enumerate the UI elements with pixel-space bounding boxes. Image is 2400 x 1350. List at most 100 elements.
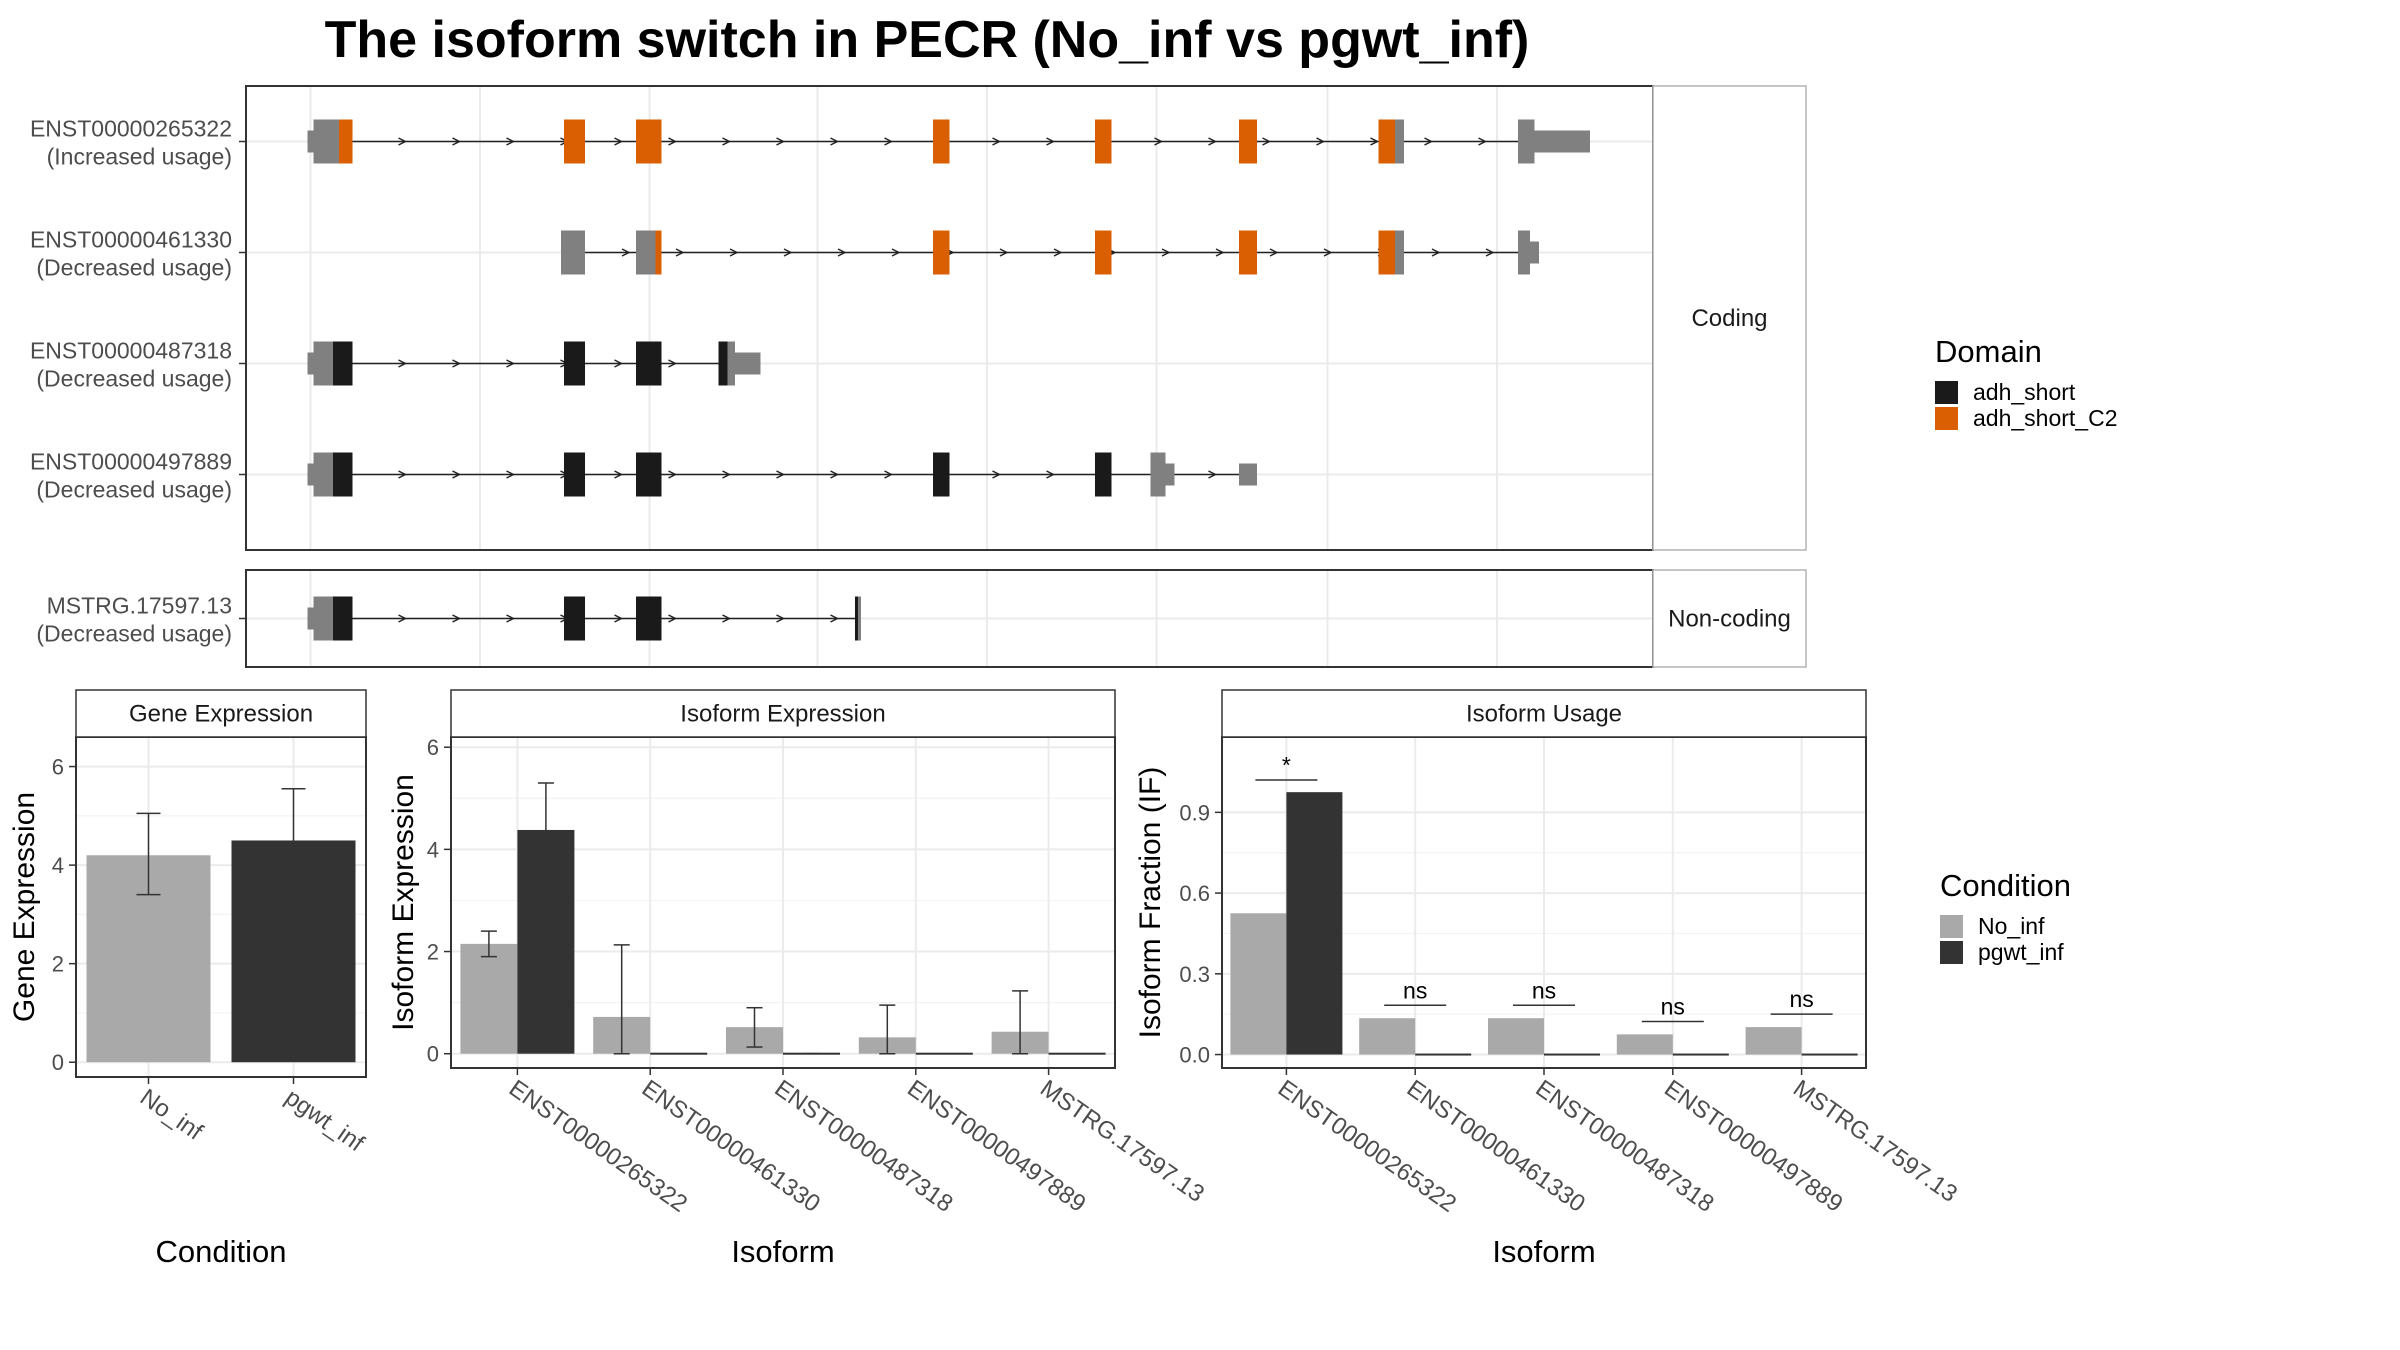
exon-utr xyxy=(858,596,861,641)
transcript-status-label: (Decreased usage) xyxy=(36,477,232,503)
y-tick-label: 6 xyxy=(427,735,439,760)
exon-utr xyxy=(313,452,333,497)
strand-arrow xyxy=(1046,137,1056,146)
exon-utr-thin xyxy=(307,130,314,153)
strand-arrow xyxy=(452,470,462,479)
panel-title: Isoform Usage xyxy=(1466,701,1622,728)
strand-arrow xyxy=(776,137,786,146)
y-tick-label: 4 xyxy=(427,837,439,862)
transcript-status-label: (Decreased usage) xyxy=(36,255,232,281)
y-tick-label: 2 xyxy=(52,952,64,977)
strand-arrow xyxy=(1053,248,1063,257)
strand-arrow xyxy=(722,470,732,479)
exon-adh-short xyxy=(564,341,585,386)
legend-label: No_inf xyxy=(1978,913,2045,939)
exon-utr xyxy=(1395,230,1404,275)
facet-strip xyxy=(1652,569,1807,668)
exon-utr-thin xyxy=(1165,463,1175,486)
y-tick-label: 0 xyxy=(52,1050,64,1075)
strand-arrow xyxy=(506,470,516,479)
strand-arrow xyxy=(621,248,631,257)
strand-arrow xyxy=(1269,248,1279,257)
x-tick-label: No_inf xyxy=(135,1084,208,1146)
strand-arrow xyxy=(1154,137,1164,146)
exon-adh-short xyxy=(636,452,662,497)
exon-utr-thin xyxy=(307,463,314,486)
strand-arrow xyxy=(999,248,1009,257)
strand-arrow xyxy=(783,248,793,257)
strand-arrow xyxy=(1323,248,1333,257)
x-tick-label: pgwt_inf xyxy=(280,1084,369,1158)
y-axis-label: Gene Expression xyxy=(8,792,41,1022)
bar-no-inf xyxy=(1616,1034,1673,1055)
exon-utr xyxy=(1395,119,1404,164)
strand-arrow xyxy=(1431,248,1441,257)
exon-adh-short xyxy=(333,596,353,641)
exon-adh-short_C2 xyxy=(1239,230,1257,275)
strand-arrow xyxy=(614,137,624,146)
exon-adh-short_C2 xyxy=(933,119,950,164)
transcript-structure-plot: ENST00000265322(Increased usage) ENST0000… xyxy=(30,85,1807,668)
bar-pgwt-inf xyxy=(1801,1053,1858,1056)
legend-key xyxy=(1940,915,1963,938)
significance-label: * xyxy=(1282,752,1291,778)
figure-title: The isoform switch in PECR (No_inf vs pg… xyxy=(325,11,1530,69)
bar-pgwt-inf xyxy=(1286,792,1343,1055)
strand-arrow xyxy=(398,359,408,368)
facet-label: Coding xyxy=(1691,305,1767,332)
transcript-id-label: ENST00000497889 xyxy=(30,449,232,475)
exon-adh-short xyxy=(855,596,858,641)
exon-utr xyxy=(1518,230,1530,275)
panel-strip xyxy=(1221,689,1867,738)
bar-pgwt-inf xyxy=(1672,1053,1729,1056)
strand-arrow xyxy=(452,359,462,368)
legend-label: pgwt_inf xyxy=(1978,939,2064,965)
bar-no-inf xyxy=(1745,1027,1802,1055)
strand-arrow xyxy=(506,614,516,623)
legend-title: Condition xyxy=(1940,868,2071,903)
exon-adh-short_C2 xyxy=(1378,230,1395,275)
x-axis-label: Isoform xyxy=(731,1234,834,1269)
strand-arrow xyxy=(1370,137,1380,146)
strand-arrow xyxy=(398,137,408,146)
strand-arrow xyxy=(1215,248,1225,257)
strand-arrow xyxy=(452,137,462,146)
strand-arrow xyxy=(830,137,840,146)
exon-utr-thin xyxy=(1530,241,1539,264)
y-tick-label: 2 xyxy=(427,940,439,965)
exon-utr-thin xyxy=(735,352,761,375)
legend-label: adh_short xyxy=(1973,379,2076,405)
panel-strip xyxy=(450,689,1116,738)
exon-utr-thin xyxy=(307,352,314,375)
x-axis-label: Isoform xyxy=(1492,1234,1595,1269)
strand-arrow xyxy=(722,137,732,146)
y-tick-label: 4 xyxy=(52,853,64,878)
strand-arrow xyxy=(452,614,462,623)
bar-pgwt-inf xyxy=(1544,1053,1600,1056)
strand-arrow xyxy=(891,248,901,257)
transcript-status-label: (Decreased usage) xyxy=(36,366,232,392)
legend-key xyxy=(1935,381,1958,404)
exon-utr xyxy=(1150,452,1166,497)
exon-adh-short_C2 xyxy=(933,230,950,275)
y-axis-label: Isoform Fraction (IF) xyxy=(1134,767,1167,1039)
strand-arrow xyxy=(506,359,516,368)
exon-adh-short_C2 xyxy=(1378,119,1395,164)
strand-arrow xyxy=(1208,470,1218,479)
exon-utr xyxy=(313,119,339,164)
exon-utr xyxy=(313,596,333,641)
transcript-id-label: ENST00000461330 xyxy=(30,227,232,253)
strand-arrow xyxy=(729,248,739,257)
strand-arrow xyxy=(506,137,516,146)
exon-adh-short xyxy=(636,596,662,641)
strand-arrow xyxy=(668,614,678,623)
transcript-status-label: (Decreased usage) xyxy=(36,621,232,647)
bar-no-inf xyxy=(460,943,518,1054)
exon-adh-short xyxy=(1095,452,1112,497)
exon-utr xyxy=(636,230,656,275)
exon-adh-short xyxy=(333,452,353,497)
transcript-id-label: ENST00000487318 xyxy=(30,338,232,364)
y-tick-label: 0 xyxy=(427,1042,439,1067)
